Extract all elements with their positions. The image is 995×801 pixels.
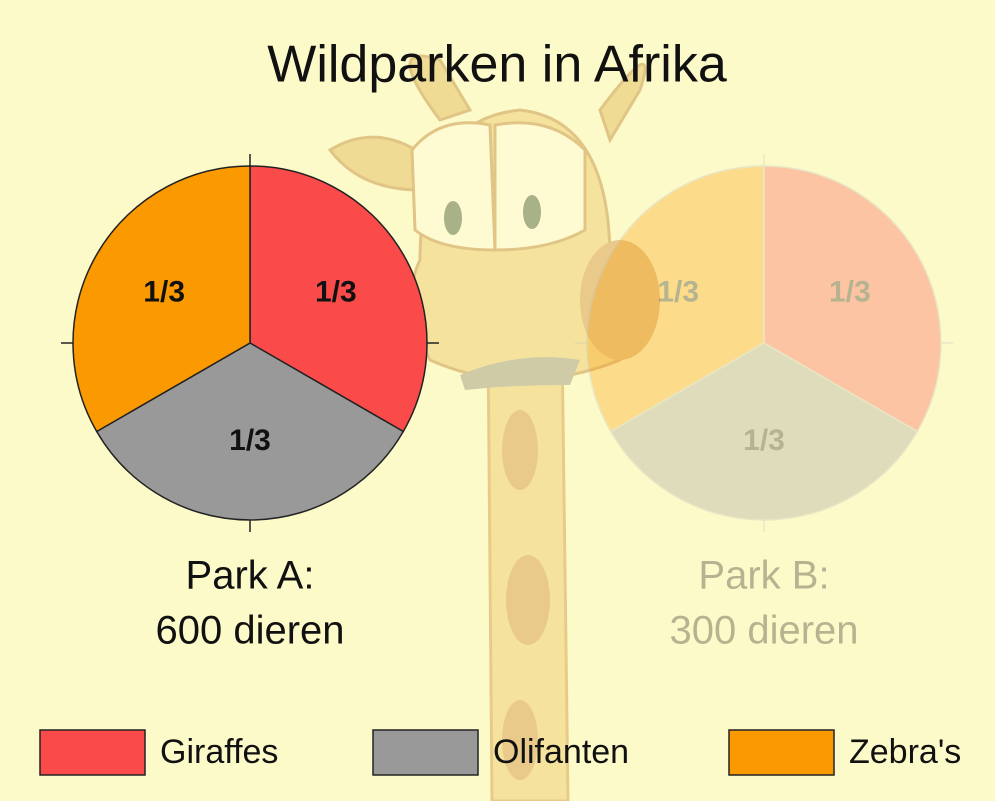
legend: Giraffes Olifanten Zebra's <box>40 730 961 775</box>
chart-title: Wildparken in Afrika <box>267 36 727 94</box>
pie-caption: Park B: <box>698 554 829 598</box>
legend-swatch <box>40 730 145 775</box>
slice-label: 1/3 <box>657 275 699 308</box>
slice-label: 1/3 <box>829 275 871 308</box>
pie-caption: 300 dieren <box>669 609 858 653</box>
slice-label: 1/3 <box>743 424 785 457</box>
legend-label: Zebra's <box>849 733 961 771</box>
legend-label: Giraffes <box>160 733 278 771</box>
slice-label: 1/3 <box>143 275 185 308</box>
legend-swatch <box>729 730 834 775</box>
legend-label: Olifanten <box>493 733 629 771</box>
slice-label: 1/3 <box>229 424 271 457</box>
legend-swatch <box>373 730 478 775</box>
slice-label: 1/3 <box>315 275 357 308</box>
pie-caption: 600 dieren <box>155 609 344 653</box>
pie-caption: Park A: <box>186 554 315 598</box>
chart: Wildparken in Afrika 1/3 1/3 1/3 Park A: 600… <box>0 0 995 801</box>
